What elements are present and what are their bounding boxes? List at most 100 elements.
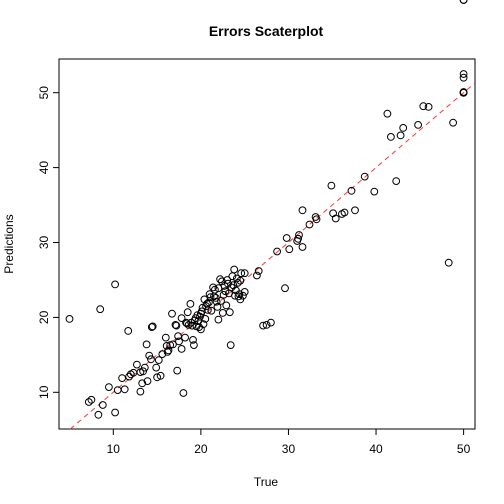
data-point bbox=[294, 234, 303, 243]
data-point bbox=[236, 276, 245, 285]
data-point bbox=[459, 73, 468, 82]
data-point bbox=[153, 373, 162, 382]
data-point bbox=[143, 377, 152, 386]
data-point bbox=[204, 306, 212, 314]
data-point bbox=[383, 109, 392, 118]
chart-title: Errors Scaterplot bbox=[209, 23, 324, 39]
data-point bbox=[120, 385, 129, 394]
data-point bbox=[173, 366, 182, 375]
data-point bbox=[282, 234, 291, 242]
data-point bbox=[231, 291, 239, 300]
data-point bbox=[204, 298, 213, 307]
data-point bbox=[98, 401, 107, 409]
data-point bbox=[181, 333, 190, 342]
data-point bbox=[305, 220, 314, 229]
data-point bbox=[281, 284, 289, 293]
data-point bbox=[399, 124, 408, 132]
data-point bbox=[213, 303, 222, 311]
data-point bbox=[298, 243, 307, 251]
data-point bbox=[235, 290, 244, 299]
data-point bbox=[147, 355, 155, 364]
data-point bbox=[138, 379, 147, 388]
x-axis: 10 20 30 40 50 bbox=[107, 429, 471, 456]
data-point bbox=[226, 341, 235, 350]
data-point bbox=[142, 340, 151, 349]
data-point bbox=[214, 315, 223, 324]
data-point bbox=[111, 280, 119, 289]
data-point bbox=[206, 293, 215, 302]
data-point bbox=[172, 321, 181, 330]
y-tick-label: 30 bbox=[37, 236, 51, 250]
data-point bbox=[183, 308, 192, 317]
data-point bbox=[267, 318, 275, 327]
x-axis-label: True bbox=[254, 475, 279, 489]
data-point bbox=[161, 333, 170, 342]
data-point bbox=[177, 345, 186, 353]
data-point bbox=[203, 300, 211, 308]
data-point bbox=[171, 321, 180, 329]
data-point bbox=[111, 408, 119, 417]
data-point bbox=[196, 312, 204, 321]
data-point bbox=[184, 321, 193, 329]
data-point bbox=[133, 360, 141, 369]
data-point bbox=[340, 208, 349, 217]
data-point bbox=[295, 231, 303, 239]
data-point bbox=[199, 320, 208, 329]
y-tick-label: 10 bbox=[37, 385, 51, 399]
data-point bbox=[182, 318, 190, 327]
data-point bbox=[201, 315, 210, 323]
data-point bbox=[209, 283, 218, 292]
data-point bbox=[169, 340, 177, 349]
y-tick-label: 40 bbox=[37, 161, 51, 175]
data-point bbox=[212, 297, 221, 306]
x-tick-label: 40 bbox=[369, 442, 383, 456]
data-point bbox=[216, 275, 225, 284]
data-point bbox=[239, 291, 247, 300]
data-point bbox=[240, 288, 249, 296]
data-point bbox=[152, 363, 161, 372]
data-point bbox=[205, 290, 214, 299]
data-point bbox=[179, 389, 188, 397]
data-point bbox=[240, 269, 249, 278]
data-point bbox=[230, 265, 239, 274]
data-point bbox=[218, 309, 227, 317]
data-point bbox=[396, 131, 405, 140]
data-point bbox=[156, 371, 165, 380]
y-tick-label: 20 bbox=[37, 310, 51, 324]
data-point bbox=[164, 346, 173, 355]
data-point bbox=[262, 321, 271, 329]
data-point bbox=[145, 351, 154, 360]
data-point bbox=[158, 350, 167, 359]
plot-frame bbox=[58, 58, 476, 430]
data-point bbox=[459, 0, 468, 4]
data-point bbox=[183, 319, 191, 328]
data-point bbox=[254, 267, 263, 275]
data-point bbox=[285, 245, 294, 254]
data-point bbox=[223, 276, 232, 284]
reference-line-layer bbox=[70, 82, 476, 430]
data-point bbox=[177, 314, 186, 323]
data-point bbox=[105, 383, 113, 392]
data-point bbox=[186, 300, 195, 308]
data-point bbox=[225, 308, 234, 317]
data-point bbox=[148, 322, 157, 331]
data-point bbox=[360, 172, 369, 181]
data-point bbox=[118, 374, 126, 383]
data-point bbox=[237, 269, 246, 278]
data-point bbox=[298, 206, 307, 215]
data-point bbox=[392, 177, 401, 186]
data-point bbox=[222, 301, 231, 310]
points-layer bbox=[65, 0, 468, 419]
data-point bbox=[419, 102, 428, 111]
data-point bbox=[207, 306, 216, 315]
data-point bbox=[198, 303, 207, 312]
data-point bbox=[113, 386, 122, 395]
y-axis-label: Predictions bbox=[2, 214, 16, 273]
data-point bbox=[351, 206, 359, 215]
data-point bbox=[331, 214, 340, 223]
data-point bbox=[259, 321, 268, 330]
data-point bbox=[94, 410, 103, 419]
x-tick-label: 30 bbox=[282, 442, 296, 456]
data-point bbox=[87, 395, 96, 404]
